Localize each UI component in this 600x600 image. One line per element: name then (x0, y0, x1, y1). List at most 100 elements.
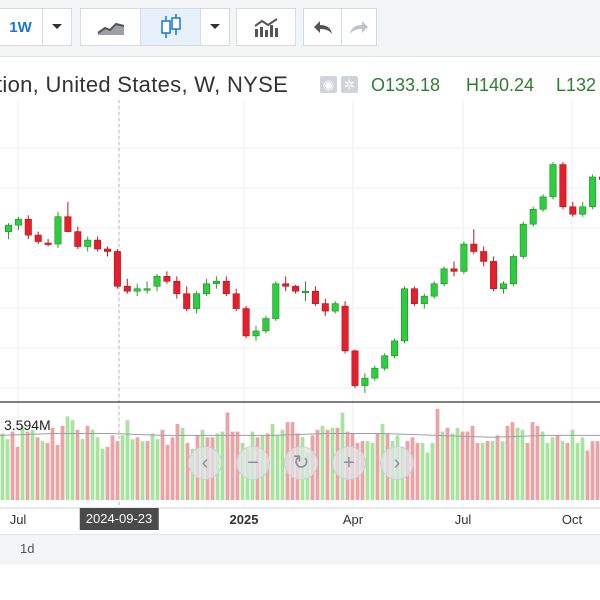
scroll-right-icon[interactable]: › (380, 446, 414, 480)
volume-bar (325, 429, 330, 500)
scroll-left-icon[interactable]: ‹ (188, 446, 222, 480)
volume-bar (550, 437, 555, 500)
volume-bar (365, 441, 370, 500)
line-chart-button[interactable] (80, 8, 140, 46)
undo-button[interactable] (303, 8, 341, 46)
candle-body (440, 268, 448, 285)
candle-body (44, 242, 52, 245)
volume-bar (425, 452, 430, 500)
candle (341, 301, 349, 354)
chart-grid (0, 100, 600, 508)
candle (193, 291, 201, 314)
candle-body (331, 303, 339, 312)
volume-bar (505, 425, 510, 500)
candle (123, 278, 131, 294)
candle-body (460, 243, 468, 272)
interval-label: 1W (9, 18, 32, 36)
volume-bar (490, 441, 495, 500)
candle-body (143, 288, 151, 291)
indicators-button[interactable] (236, 8, 296, 46)
volume-bar (140, 441, 145, 500)
candle-body (272, 283, 280, 319)
candle (113, 249, 121, 289)
volume-bar (485, 441, 490, 500)
volume-bar (225, 412, 230, 500)
volume-bar (75, 429, 80, 500)
volume-bar (60, 425, 65, 500)
volume-bar (120, 435, 125, 500)
zoom-out-icon[interactable]: − (236, 446, 270, 480)
redo-button[interactable] (341, 8, 377, 46)
volume-bar (530, 422, 535, 500)
volume-bar (590, 441, 595, 500)
candle (24, 215, 32, 240)
range-bar: 1d (0, 534, 600, 565)
candle-body (381, 355, 389, 369)
volume-bar (180, 427, 185, 500)
candle (262, 316, 270, 334)
gear-icon[interactable]: ✲ (341, 76, 358, 93)
candle (529, 206, 537, 227)
candle-body (391, 340, 399, 357)
candle-body (262, 318, 270, 332)
candle (163, 271, 171, 284)
volume-bar (470, 425, 475, 500)
candle-body (74, 231, 82, 247)
volume-bar (45, 443, 50, 500)
chevron-down-icon (210, 24, 220, 29)
volume-bar (110, 435, 115, 500)
candle (252, 325, 260, 341)
volume-bar (585, 450, 590, 500)
reset-icon[interactable]: ↻ (284, 446, 318, 480)
candle-body (351, 350, 359, 386)
volume-bar (370, 443, 375, 500)
volume-bar (125, 420, 130, 500)
x-tick-jul-2: Jul (454, 512, 472, 527)
range-1d-button[interactable]: 1d (20, 541, 35, 556)
volume-bar (55, 444, 60, 500)
candle (499, 281, 507, 294)
candle-body (242, 308, 250, 337)
volume-bar (20, 425, 25, 500)
interval-dropdown-button[interactable] (42, 8, 72, 46)
candle (232, 288, 240, 312)
volume-bar (465, 431, 470, 500)
candle (272, 281, 280, 322)
candle-body (5, 224, 13, 232)
candle (351, 349, 359, 389)
candle-body (173, 280, 181, 294)
volume-bar (520, 429, 525, 500)
volume-bar (450, 433, 455, 500)
candle (470, 229, 478, 254)
zoom-in-icon[interactable]: + (332, 446, 366, 480)
volume-bar (85, 425, 90, 500)
candle-body (509, 256, 517, 285)
low-readout: L132 (556, 75, 597, 95)
candle-body (480, 251, 488, 262)
interval-button[interactable]: 1W (0, 8, 42, 46)
candle-body (499, 283, 507, 290)
volume-bar (565, 443, 570, 500)
volume-bar (50, 427, 55, 500)
volume-bar (15, 446, 20, 500)
volume-bar (230, 431, 235, 500)
volume-bar (165, 444, 170, 500)
candle (54, 211, 62, 249)
candle (34, 231, 42, 245)
candle (460, 241, 468, 274)
candle-body (282, 283, 290, 287)
candle-chart-button[interactable] (140, 8, 200, 46)
candle-body (222, 280, 230, 294)
volume-bar (475, 443, 480, 500)
candle-body (84, 239, 92, 247)
candle (381, 353, 389, 371)
chart-type-dropdown-button[interactable] (200, 8, 230, 46)
candle (84, 236, 92, 252)
chart-toolbar: 1W (0, 0, 600, 57)
volume-bar (105, 446, 110, 500)
eye-icon[interactable]: ◉ (320, 76, 337, 93)
candle-body (470, 243, 478, 252)
candle-body (589, 176, 597, 208)
candle (410, 286, 418, 307)
volume-bar (145, 441, 150, 500)
